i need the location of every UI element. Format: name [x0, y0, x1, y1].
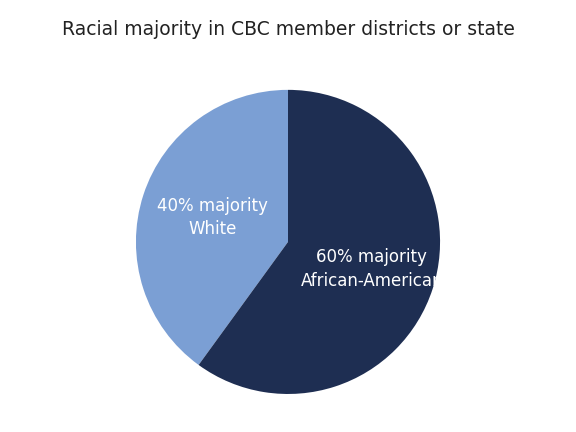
Title: Racial majority in CBC member districts or state: Racial majority in CBC member districts … [62, 20, 514, 39]
Wedge shape [199, 90, 440, 394]
Wedge shape [136, 90, 288, 365]
Text: 40% majority
White: 40% majority White [157, 197, 268, 238]
Text: 60% majority
African-American: 60% majority African-American [301, 248, 443, 290]
